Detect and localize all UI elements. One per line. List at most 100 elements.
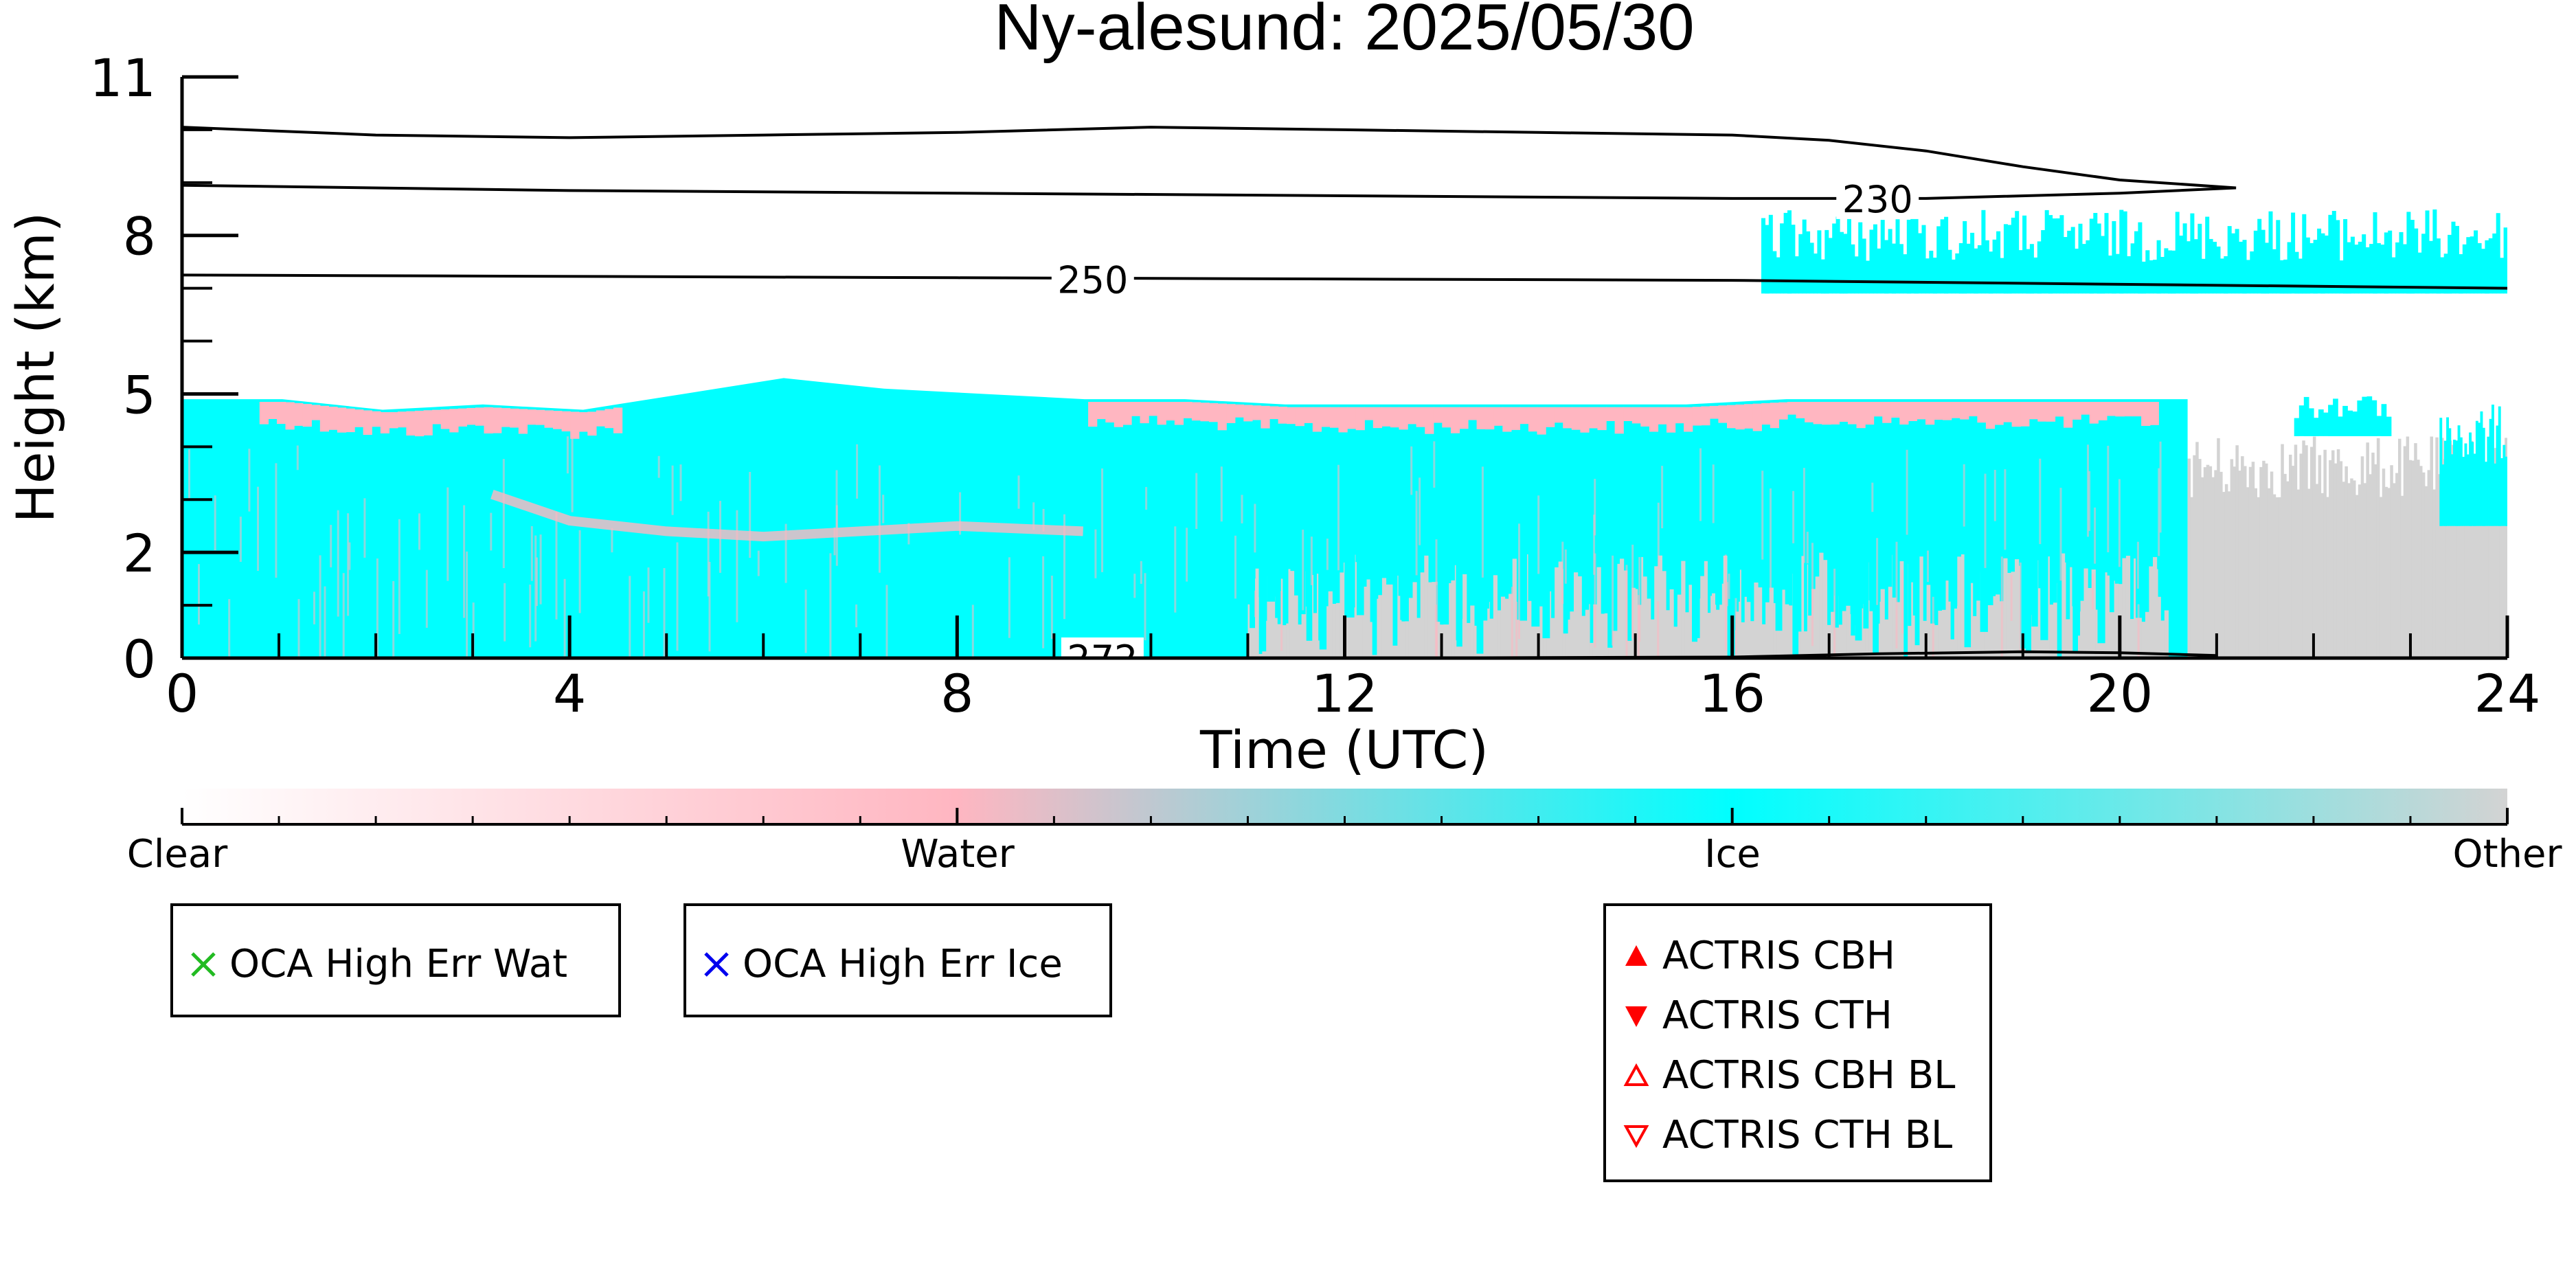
cloud-column [1892,554,1897,658]
water-column [570,411,580,439]
water-column [1890,402,1900,418]
cloud-column [1925,258,1930,294]
cloud-column [1684,612,1690,658]
water-column [1735,404,1745,430]
mixed-streak [1594,479,1596,536]
cloud-column [1820,259,1825,294]
cloud-column [2298,258,2303,294]
cloud-column [2470,236,2474,294]
mixed-streak [248,449,251,512]
cloud-column [1861,602,1866,658]
cloud-column [2308,408,2314,436]
cloud-column [1811,589,1816,658]
cloud-column [2384,232,2388,294]
water-column [1640,407,1650,427]
contour-label: 230 [1842,178,1913,221]
cloud-column [2350,478,2353,658]
cloud-column [2357,400,2363,436]
water-column [372,411,381,427]
cloud-column [1824,229,1829,294]
cloud-column [1914,211,1919,294]
cloud-column [2455,440,2459,526]
cloud-column [1519,607,1524,658]
cloud-column [2070,227,2075,294]
water-column [1304,407,1313,423]
cloud-column [1335,602,1341,658]
water-column [1761,403,1771,425]
cloud-column [2381,404,2387,436]
cloud-column [1719,583,1724,658]
cloud-column [2029,244,2034,294]
cloud-column [1470,605,1475,658]
cloud-column [2011,217,2015,294]
water-column [1442,407,1451,428]
mixed-streak [885,585,888,658]
water-column [1450,407,1460,433]
mixed-streak [1220,466,1223,522]
water-column [1183,402,1193,418]
cloud-column [1817,230,1822,294]
mixed-streak [1724,554,1727,651]
cloud-column [2360,456,2364,658]
cloud-column [2134,231,2138,294]
mixed-streak [2059,488,2062,581]
cloud-column [1739,569,1743,658]
mixed-streak [1310,536,1313,585]
cloud-column [2018,250,2023,294]
cloud-column [2482,427,2485,526]
cloud-column [1794,256,1799,294]
cloud-column [1482,587,1487,658]
water-column [2055,402,2064,417]
mixed-streak [324,586,326,658]
cloud-column [2489,418,2492,526]
cloud-column [2086,240,2090,294]
cloud-column [2382,468,2386,658]
cloud-column [2251,462,2255,658]
water-column [1321,407,1331,427]
cloud-column [1577,576,1582,658]
cloud-column [2475,420,2478,526]
water-column [1580,407,1590,433]
mixed-streak [1144,573,1146,641]
cloud-column [2403,244,2407,294]
cloud-column [2448,428,2452,526]
cloud-column [1840,231,1844,294]
water-column [1847,402,1857,425]
cloud-column [1815,576,1820,658]
cloud-column [2451,444,2454,658]
cloud-column [2315,484,2319,658]
ice-streak [1873,536,1879,655]
cloud-column [2350,236,2355,294]
cloud-column [2267,488,2271,658]
cloud-column [1835,216,1840,294]
cloud-column [1401,621,1405,658]
cloud-column [2459,437,2463,526]
cloud-column [1543,622,1548,658]
cloud-column [1888,587,1893,658]
cloud-column [1974,248,1978,294]
cloud-column [2033,257,2038,294]
cloud-column [1712,593,1717,658]
water-column [1839,402,1849,422]
cloud-column [2336,449,2340,658]
water-column [432,409,442,425]
water-column [1122,402,1132,425]
cloud-column [2026,249,2031,294]
colorbar-label-ice: Ice [1704,832,1761,877]
cloud-column [1462,574,1467,658]
mixed-streak [1561,541,1564,604]
mixed-streak [1927,550,1929,583]
mixed-streak [1932,596,1934,658]
mixed-streak [855,605,858,628]
cloud-column [2355,495,2359,658]
cloud-column [2303,396,2309,436]
legend-label-actris-cth-bl: ACTRIS CTH BL [1662,1113,1953,1157]
ice-streak [1715,536,1722,605]
cloud-column [2310,447,2314,658]
cloud-column [2338,416,2343,436]
mixed-streak [1174,526,1177,613]
cloud-column [1485,602,1490,658]
mixed-streak [1871,482,1874,512]
cloud-column [2366,396,2373,436]
